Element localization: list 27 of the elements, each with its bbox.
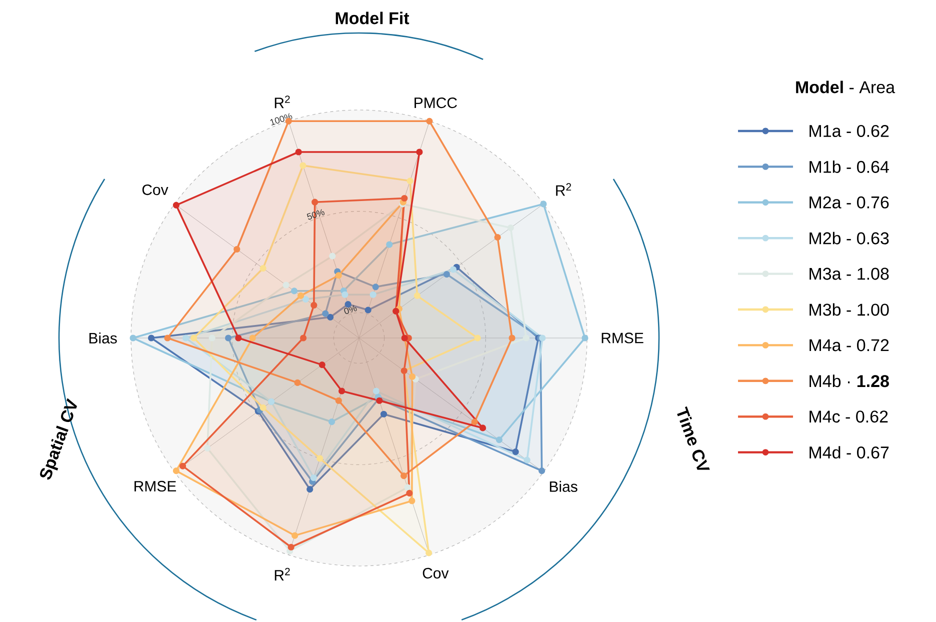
spoke-label: Bias [89,332,117,344]
spoke-label: Bias [550,480,578,492]
legend-label: M4c - 0.62 [810,410,888,423]
spoke-label: Cov [422,568,449,578]
text: Model Fit [336,12,410,24]
legend-label: M1a - 0.62 [810,124,889,138]
text: Time CV [677,406,710,470]
legend-label: M2a - 0.76 [810,196,889,208]
text: Spatial CV [40,398,77,480]
spoke-label: R$^{2}$ [274,568,290,580]
y-tick-label: 50% [306,209,324,220]
legend-label: M1b - 0.64 [810,160,889,173]
legend-label: M4b · 1.28 [810,374,889,388]
legend-title: Model - Area [796,80,896,94]
legend-label: M3a - 1.08 [810,268,889,280]
legend-label: M2b - 0.63 [810,232,889,244]
y-tick-label: 0% [344,305,357,314]
spoke-label: RMSE [134,480,176,492]
legend-label: M4a - 0.72 [810,339,889,352]
spoke-label: R$^{2}$ [556,183,572,196]
legend-label: M3b - 1.00 [810,303,889,316]
spoke-label: R$^{2}$ [274,96,290,108]
y-tick-label: 100% [270,113,292,126]
legend-label: M4d - 0.67 [810,446,889,459]
spoke-label: PMCC [414,97,457,108]
spoke-label: RMSE [602,332,644,344]
spoke-label: Cov [142,184,168,196]
